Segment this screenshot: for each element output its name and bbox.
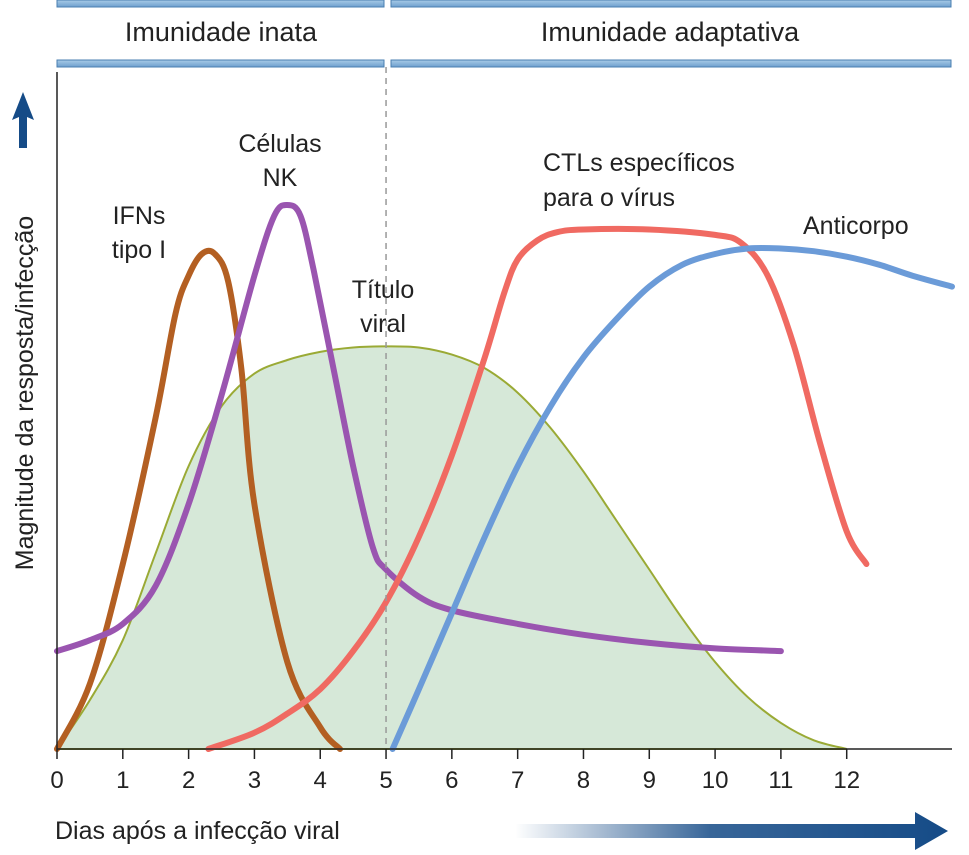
phase-header: Imunidade inata Imunidade adaptativa	[56, 0, 952, 68]
x-axis-title: Dias após a infecção viral	[55, 817, 340, 845]
x-axis-arrow-icon	[515, 812, 948, 850]
x-axis-group: Dias após a infecção viral	[55, 812, 948, 850]
series-line-anticorpo	[389, 244, 955, 752]
x-tick-label-7: 7	[511, 767, 524, 794]
axes: 0 1 2 3 4 5 6 7 8 9 10 11 12	[50, 72, 952, 794]
x-tick-label-0: 0	[50, 767, 63, 794]
x-tick-label-11: 11	[768, 767, 793, 794]
annotations: IFNs tipo I Células NK Título viral CTLs…	[112, 130, 909, 338]
adaptive-bottom-bar	[390, 59, 952, 68]
innate-top-bar	[56, 0, 385, 8]
x-tick-label-5: 5	[379, 767, 392, 794]
antibody-label: Anticorpo	[803, 212, 909, 240]
ifn-label-line1: IFNs	[113, 202, 166, 230]
nk-label-line1: Células	[238, 130, 321, 158]
ifn-label-line2: tipo I	[112, 236, 166, 264]
innate-label: Imunidade inata	[125, 17, 318, 47]
viral-label-line2: viral	[360, 310, 406, 338]
curves-layer	[54, 201, 955, 752]
adaptive-top-bar	[390, 0, 952, 8]
adaptive-label: Imunidade adaptativa	[541, 17, 800, 47]
x-tick-label-9: 9	[643, 767, 656, 794]
x-ticks: 0 1 2 3 4 5 6 7 8 9 10 11 12	[50, 749, 860, 794]
x-tick-label-4: 4	[314, 767, 327, 794]
ctl-label-line2: para o vírus	[543, 184, 675, 212]
y-axis-arrow-icon	[12, 92, 34, 148]
x-tick-label-8: 8	[577, 767, 590, 794]
x-tick-label-6: 6	[445, 767, 458, 794]
series-area-titulo-viral	[55, 345, 847, 750]
innate-bottom-bar	[56, 59, 385, 68]
y-axis-group: Magnitude da resposta/infecção	[11, 92, 39, 570]
x-tick-label-3: 3	[248, 767, 261, 794]
x-tick-label-2: 2	[182, 767, 195, 794]
y-axis-title: Magnitude da resposta/infecção	[11, 216, 39, 570]
x-tick-label-1: 1	[116, 767, 129, 794]
series-line-ifns-tipo-i	[54, 247, 343, 752]
nk-label-line2: NK	[263, 164, 298, 192]
viral-label-line1: Título	[352, 276, 415, 304]
ctl-label-line1: CTLs específicos	[543, 149, 735, 177]
series-line-ctls-especificos-para-o-virus	[205, 225, 870, 752]
series-line-celulas-nk	[54, 201, 784, 655]
x-tick-label-10: 10	[702, 767, 729, 794]
x-tick-label-12: 12	[833, 767, 860, 794]
